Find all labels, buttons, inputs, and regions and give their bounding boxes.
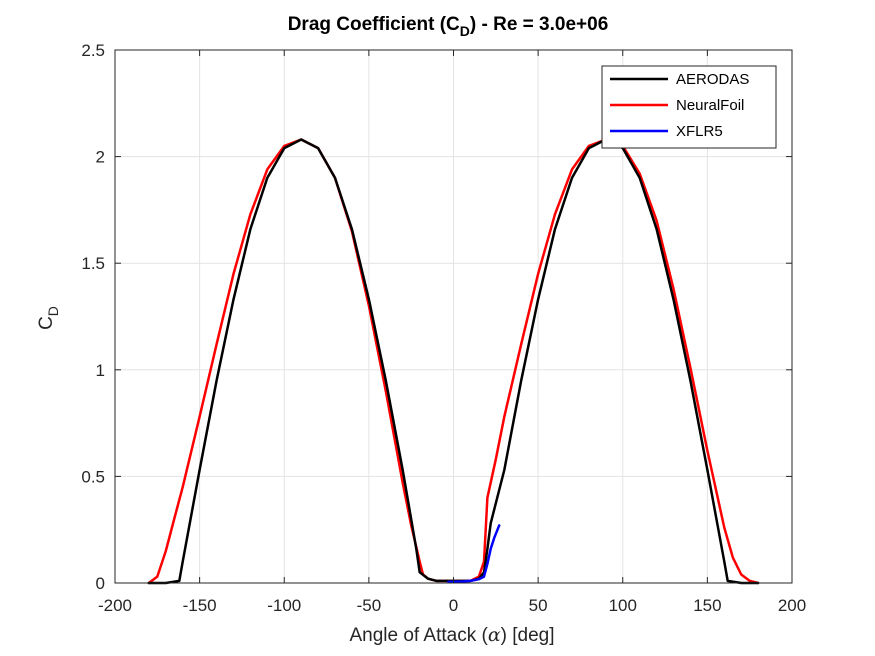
gridlines	[114, 49, 793, 584]
y-tick-label: 1	[96, 361, 105, 380]
y-axis-label-main: C	[36, 316, 57, 330]
y-tick-label: 2	[96, 148, 105, 167]
x-axis-label-symbol: α	[488, 624, 501, 646]
chart-title-main: Drag Coefficient (C	[288, 14, 460, 35]
x-axis-label-tail: ) [deg]	[501, 625, 555, 646]
chart-title-tail: ) - Re = 3.0e+06	[470, 14, 608, 35]
y-axis-label: CD	[36, 306, 61, 330]
x-tick-label: 150	[693, 596, 721, 615]
x-tick-label: -100	[267, 596, 301, 615]
x-tick-label: -150	[183, 596, 217, 615]
x-tick-label: 200	[778, 596, 806, 615]
y-tick-labels: 0 0.5 1 1.5 2 2.5	[81, 41, 105, 593]
tick-marks	[114, 49, 793, 584]
chart-title: Drag Coefficient (CD) - Re = 3.0e+06	[288, 14, 609, 39]
legend-label-xflr5: XFLR5	[676, 123, 723, 140]
chart-title-subscript: D	[460, 23, 470, 39]
y-tick-label: 1.5	[81, 254, 105, 273]
x-tick-label: -50	[357, 596, 382, 615]
x-axis-label-main: Angle of Attack (	[349, 625, 488, 646]
x-tick-label: 100	[609, 596, 637, 615]
legend: AERODAS NeuralFoil XFLR5	[601, 65, 777, 149]
x-tick-label: -200	[98, 596, 132, 615]
y-tick-label: 0	[96, 574, 105, 593]
y-tick-label: 0.5	[81, 467, 105, 486]
x-axis-label: Angle of Attack (α) [deg]	[349, 624, 554, 646]
x-tick-label: 0	[449, 596, 458, 615]
legend-label-neuralfoil: NeuralFoil	[676, 97, 744, 114]
x-tick-labels: -200 -150 -100 -50 0 50 100 150 200	[98, 596, 806, 615]
series-line-xflr5	[447, 524, 501, 584]
x-tick-label: 50	[529, 596, 548, 615]
legend-label-aerodas: AERODAS	[676, 71, 749, 88]
y-tick-label: 2.5	[81, 41, 105, 60]
y-axis-label-subscript: D	[45, 306, 61, 316]
